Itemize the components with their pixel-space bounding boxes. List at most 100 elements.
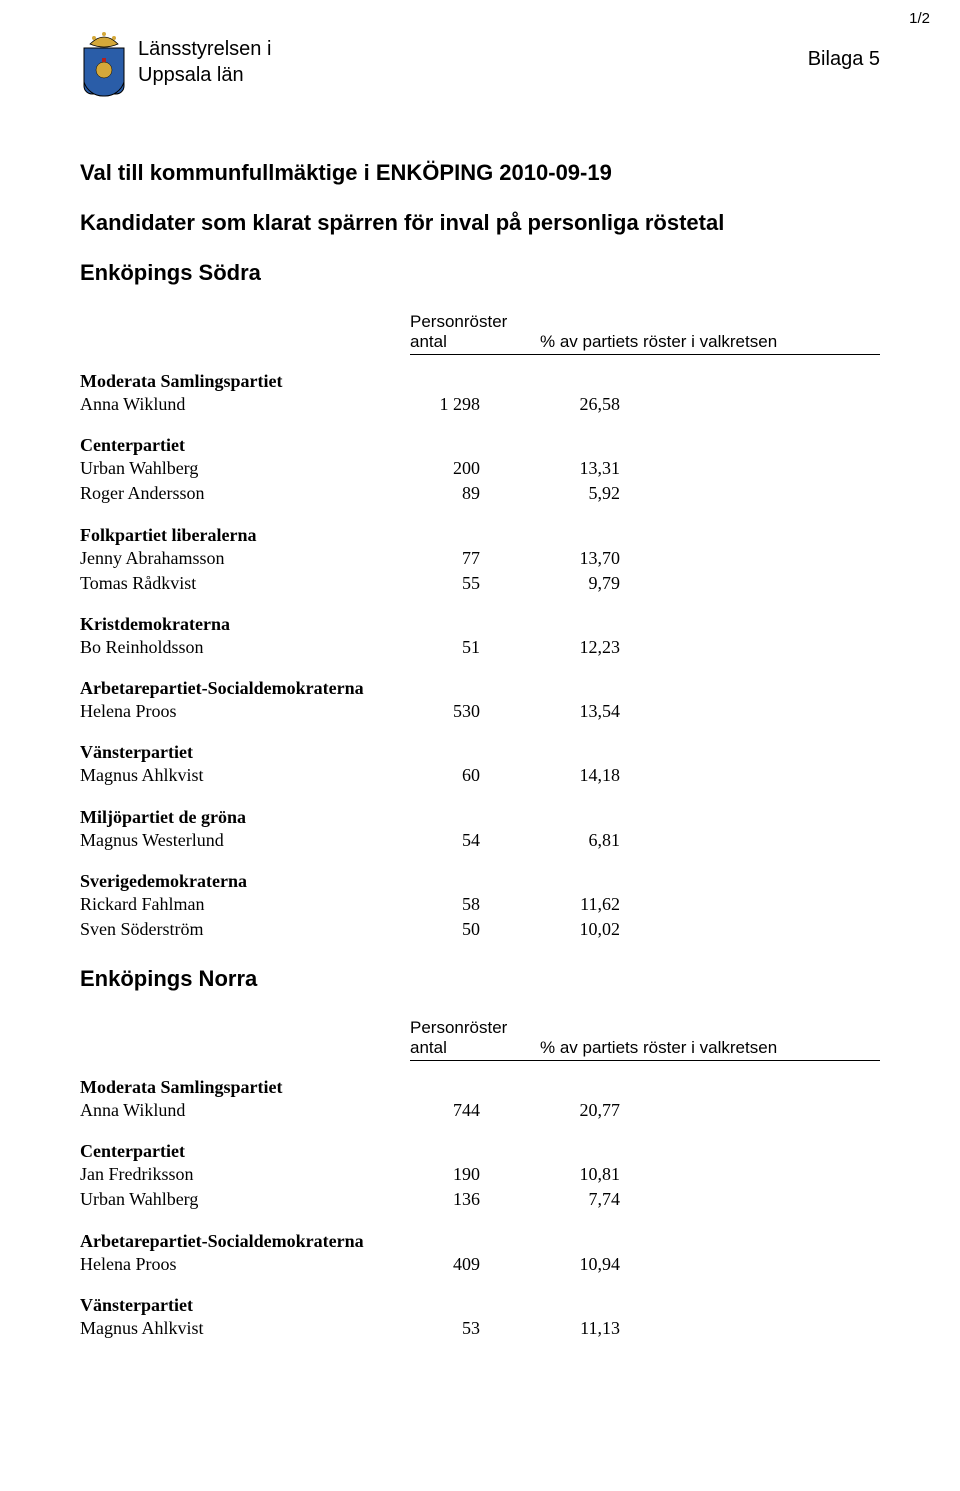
column-headers: Personrösterantal % av partiets röster i… [80, 1018, 880, 1058]
candidate-row: Magnus Westerlund546,81 [80, 828, 880, 853]
col-head-blank [540, 1018, 880, 1038]
vote-count: 409 [410, 1252, 540, 1277]
candidate-name: Tomas Rådkvist [80, 571, 410, 596]
vote-count: 53 [410, 1316, 540, 1341]
party-section: VänsterpartietMagnus Ahlkvist6014,18 [80, 742, 880, 788]
col-spacer [80, 312, 410, 352]
vote-count: 58 [410, 892, 540, 917]
vote-pct: 13,54 [540, 699, 650, 724]
org-name: Länsstyrelsen i Uppsala län [138, 36, 271, 88]
candidate-row: Anna Wiklund1 29826,58 [80, 392, 880, 417]
vote-count: 530 [410, 699, 540, 724]
vote-pct: 7,74 [540, 1187, 650, 1212]
vote-pct: 9,79 [540, 571, 650, 596]
col-head-top: Personröster [410, 1018, 540, 1038]
party-name: Kristdemokraterna [80, 614, 880, 635]
vote-pct: 13,70 [540, 546, 650, 571]
party-section: Arbetarepartiet-SocialdemokraternaHelena… [80, 678, 880, 724]
candidate-name: Magnus Westerlund [80, 828, 410, 853]
candidate-row: Bo Reinholdsson5112,23 [80, 635, 880, 660]
candidate-name: Sven Söderström [80, 917, 410, 942]
vote-count: 77 [410, 546, 540, 571]
candidate-name: Anna Wiklund [80, 392, 410, 417]
col-head-pct: % av partiets röster i valkretsen [540, 332, 880, 352]
candidate-row: Rickard Fahlman5811,62 [80, 892, 880, 917]
candidate-row: Jenny Abrahamsson7713,70 [80, 546, 880, 571]
candidate-name: Helena Proos [80, 1252, 410, 1277]
party-name: Folkpartiet liberalerna [80, 525, 880, 546]
vote-count: 60 [410, 763, 540, 788]
vote-count: 200 [410, 456, 540, 481]
candidate-row: Jan Fredriksson19010,81 [80, 1162, 880, 1187]
vote-count: 89 [410, 481, 540, 506]
party-section: Moderata SamlingspartietAnna Wiklund7442… [80, 1077, 880, 1123]
candidate-name: Urban Wahlberg [80, 456, 410, 481]
candidate-name: Magnus Ahlkvist [80, 763, 410, 788]
vote-count: 1 298 [410, 392, 540, 417]
col-spacer [80, 1018, 410, 1058]
party-section: Moderata SamlingspartietAnna Wiklund1 29… [80, 371, 880, 417]
col-head-blank [540, 312, 880, 332]
column-headers: Personrösterantal % av partiets röster i… [80, 312, 880, 352]
vote-count: 54 [410, 828, 540, 853]
party-name: Arbetarepartiet-Socialdemokraterna [80, 1231, 880, 1252]
party-name: Sverigedemokraterna [80, 871, 880, 892]
candidate-row: Sven Söderström5010,02 [80, 917, 880, 942]
candidate-row: Urban Wahlberg20013,31 [80, 456, 880, 481]
district-name: Enköpings Södra [80, 260, 880, 286]
party-section: CenterpartietJan Fredriksson19010,81Urba… [80, 1141, 880, 1212]
party-section: Folkpartiet liberalernaJenny Abrahamsson… [80, 525, 880, 596]
vote-count: 50 [410, 917, 540, 942]
candidate-row: Magnus Ahlkvist6014,18 [80, 763, 880, 788]
col-head-wrap: Personrösterantal [410, 1018, 540, 1058]
party-section: SverigedemokraternaRickard Fahlman5811,6… [80, 871, 880, 942]
vote-pct: 10,02 [540, 917, 650, 942]
col-head-wrap: Personrösterantal [410, 312, 540, 352]
vote-count: 744 [410, 1098, 540, 1123]
vote-count: 136 [410, 1187, 540, 1212]
crest-icon [80, 30, 128, 100]
vote-pct: 6,81 [540, 828, 650, 853]
vote-pct: 26,58 [540, 392, 650, 417]
party-section: CenterpartietUrban Wahlberg20013,31Roger… [80, 435, 880, 506]
candidate-name: Magnus Ahlkvist [80, 1316, 410, 1341]
party-name: Centerpartiet [80, 435, 880, 456]
candidate-name: Helena Proos [80, 699, 410, 724]
candidate-name: Roger Andersson [80, 481, 410, 506]
party-section: Miljöpartiet de grönaMagnus Westerlund54… [80, 807, 880, 853]
col-head-antal: antal [410, 332, 540, 352]
party-name: Moderata Samlingspartiet [80, 1077, 880, 1098]
party-section: VänsterpartietMagnus Ahlkvist5311,13 [80, 1295, 880, 1341]
candidate-row: Helena Proos53013,54 [80, 699, 880, 724]
vote-pct: 20,77 [540, 1098, 650, 1123]
districts: Enköpings SödraPersonrösterantal % av pa… [80, 260, 880, 1341]
vote-pct: 14,18 [540, 763, 650, 788]
candidate-name: Jenny Abrahamsson [80, 546, 410, 571]
candidate-row: Roger Andersson895,92 [80, 481, 880, 506]
col-head-pct-wrap: % av partiets röster i valkretsen [540, 1018, 880, 1058]
document-page: 1/2 Länsstyrelsen i Uppsala län Bilaga 5… [0, 0, 960, 1381]
candidate-name: Rickard Fahlman [80, 892, 410, 917]
col-head-pct-wrap: % av partiets röster i valkretsen [540, 312, 880, 352]
candidate-row: Urban Wahlberg1367,74 [80, 1187, 880, 1212]
vote-count: 190 [410, 1162, 540, 1187]
candidate-row: Anna Wiklund74420,77 [80, 1098, 880, 1123]
vote-pct: 10,94 [540, 1252, 650, 1277]
candidate-row: Tomas Rådkvist559,79 [80, 571, 880, 596]
vote-count: 51 [410, 635, 540, 660]
candidate-name: Anna Wiklund [80, 1098, 410, 1123]
party-section: KristdemokraternaBo Reinholdsson5112,23 [80, 614, 880, 660]
org-line2: Uppsala län [138, 62, 271, 88]
page-title: Val till kommunfullmäktige i ENKÖPING 20… [80, 160, 880, 186]
candidate-row: Helena Proos40910,94 [80, 1252, 880, 1277]
party-name: Vänsterpartiet [80, 742, 880, 763]
vote-pct: 10,81 [540, 1162, 650, 1187]
header-rule [80, 352, 880, 355]
vote-pct: 5,92 [540, 481, 650, 506]
col-head-antal: antal [410, 1038, 540, 1058]
page-number: 1/2 [909, 10, 930, 27]
vote-pct: 11,13 [540, 1316, 650, 1341]
page-subtitle: Kandidater som klarat spärren för inval … [80, 210, 880, 236]
vote-pct: 13,31 [540, 456, 650, 481]
vote-pct: 11,62 [540, 892, 650, 917]
